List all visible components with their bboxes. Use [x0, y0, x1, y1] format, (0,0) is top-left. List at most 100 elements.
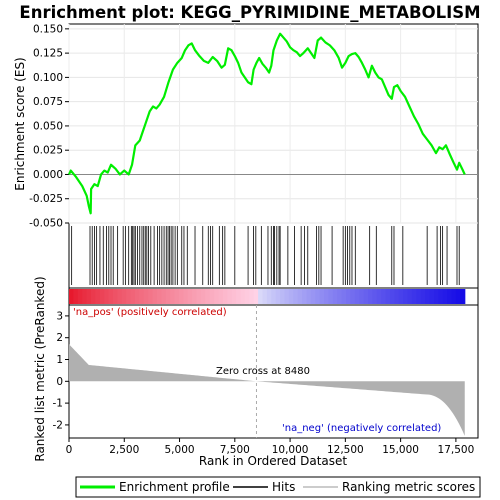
rank-colorbar — [69, 289, 465, 304]
colorbar-segment — [148, 289, 153, 304]
colorbar-segment — [333, 289, 338, 304]
colorbar-segment — [293, 289, 298, 304]
colorbar-segment — [205, 289, 210, 304]
colorbar-segment — [197, 289, 202, 304]
colorbar-segment — [447, 289, 452, 304]
legend-label: Ranking metric scores — [342, 480, 475, 494]
colorbar-segment — [280, 289, 285, 304]
chart-title: Enrichment plot: KEGG_PYRIMIDINE_METABOL… — [19, 3, 480, 22]
colorbar-segment — [386, 289, 391, 304]
colorbar-segment — [210, 289, 215, 304]
colorbar-segment — [377, 289, 382, 304]
colorbar-segment — [381, 289, 386, 304]
es-tick-label: -0.050 — [29, 218, 63, 230]
colorbar-segment — [342, 289, 347, 304]
colorbar-segment — [188, 289, 193, 304]
colorbar-segment — [284, 289, 289, 304]
colorbar-segment — [175, 289, 180, 304]
colorbar-segment — [452, 289, 457, 304]
colorbar-segment — [438, 289, 443, 304]
metric-tick-label: 3 — [56, 310, 63, 322]
es-tick-label: 0.100 — [33, 72, 63, 84]
colorbar-segment — [324, 289, 329, 304]
colorbar-segment — [412, 289, 417, 304]
colorbar-segment — [337, 289, 342, 304]
es-axis-title: Enrichment score (ES) — [13, 57, 27, 190]
colorbar-segment — [306, 289, 311, 304]
colorbar-segment — [166, 289, 171, 304]
colorbar-segment — [267, 289, 272, 304]
colorbar-segment — [430, 289, 435, 304]
colorbar-segment — [201, 289, 206, 304]
colorbar-segment — [416, 289, 421, 304]
colorbar-segment — [298, 289, 303, 304]
pos-correlated-label: 'na_pos' (positively correlated) — [73, 307, 227, 318]
colorbar-segment — [95, 289, 100, 304]
colorbar-segment — [161, 289, 166, 304]
colorbar-segment — [73, 289, 78, 304]
colorbar-segment — [289, 289, 294, 304]
colorbar-segment — [443, 289, 448, 304]
colorbar-segment — [460, 289, 465, 304]
colorbar-segment — [403, 289, 408, 304]
colorbar-segment — [232, 289, 237, 304]
colorbar-segment — [249, 289, 254, 304]
colorbar-segment — [372, 289, 377, 304]
colorbar-segment — [359, 289, 364, 304]
x-axis-title: Rank in Ordered Dataset — [199, 454, 347, 468]
colorbar-segment — [139, 289, 144, 304]
colorbar-segment — [223, 289, 228, 304]
hits-series — [72, 226, 460, 285]
colorbar-segment — [328, 289, 333, 304]
metric-tick-label: -1 — [53, 398, 63, 410]
es-tick-label: 0.125 — [33, 48, 63, 60]
colorbar-segment — [271, 289, 276, 304]
es-tick-label: 0.050 — [33, 120, 63, 132]
es-tick-label: 0.150 — [33, 23, 63, 35]
x-tick-label: 0 — [66, 444, 73, 456]
colorbar-segment — [131, 289, 136, 304]
colorbar-segment — [408, 289, 413, 304]
colorbar-segment — [315, 289, 320, 304]
zero-cross-label: Zero cross at 8480 — [216, 366, 310, 377]
colorbar-segment — [346, 289, 351, 304]
colorbar-segment — [183, 289, 188, 304]
legend-label: Enrichment profile — [119, 480, 230, 494]
colorbar-segment — [214, 289, 219, 304]
colorbar-segment — [350, 289, 355, 304]
colorbar-segment — [78, 289, 83, 304]
es-y-axis: -0.050 -0.025 0.000 0.025 0.050 0.075 0.100 0.1… — [29, 23, 69, 229]
colorbar-segment — [240, 289, 245, 304]
colorbar-segment — [421, 289, 426, 304]
metric-tick-label: -2 — [53, 419, 63, 431]
colorbar-segment — [126, 289, 131, 304]
colorbar-segment — [254, 289, 259, 304]
colorbar-segment — [117, 289, 122, 304]
x-tick-label: 2,500 — [109, 444, 139, 456]
colorbar-segment — [144, 289, 149, 304]
colorbar-segment — [227, 289, 232, 304]
colorbar-segment — [236, 289, 241, 304]
x-tick-label: 17,500 — [438, 444, 475, 456]
metric-tick-label: 0 — [56, 376, 63, 388]
es-profile-line — [69, 34, 465, 214]
colorbar-segment — [258, 289, 263, 304]
colorbar-segment — [170, 289, 175, 304]
colorbar-segment — [394, 289, 399, 304]
es-tick-label: 0.025 — [33, 145, 63, 157]
colorbar-segment — [276, 289, 281, 304]
colorbar-segment — [100, 289, 105, 304]
colorbar-segment — [311, 289, 316, 304]
colorbar-segment — [364, 289, 369, 304]
colorbar-segment — [355, 289, 360, 304]
colorbar-segment — [456, 289, 461, 304]
colorbar-segment — [113, 289, 118, 304]
metric-axis-title: Ranked list metric (PreRanked) — [33, 276, 47, 461]
colorbar-segment — [104, 289, 109, 304]
colorbar-segment — [425, 289, 430, 304]
neg-correlated-label: 'na_neg' (negatively correlated) — [282, 423, 441, 434]
es-tick-label: -0.025 — [29, 193, 63, 205]
colorbar-segment — [399, 289, 404, 304]
metric-tick-label: 2 — [56, 332, 63, 344]
es-tick-label: 0.000 — [33, 169, 63, 181]
